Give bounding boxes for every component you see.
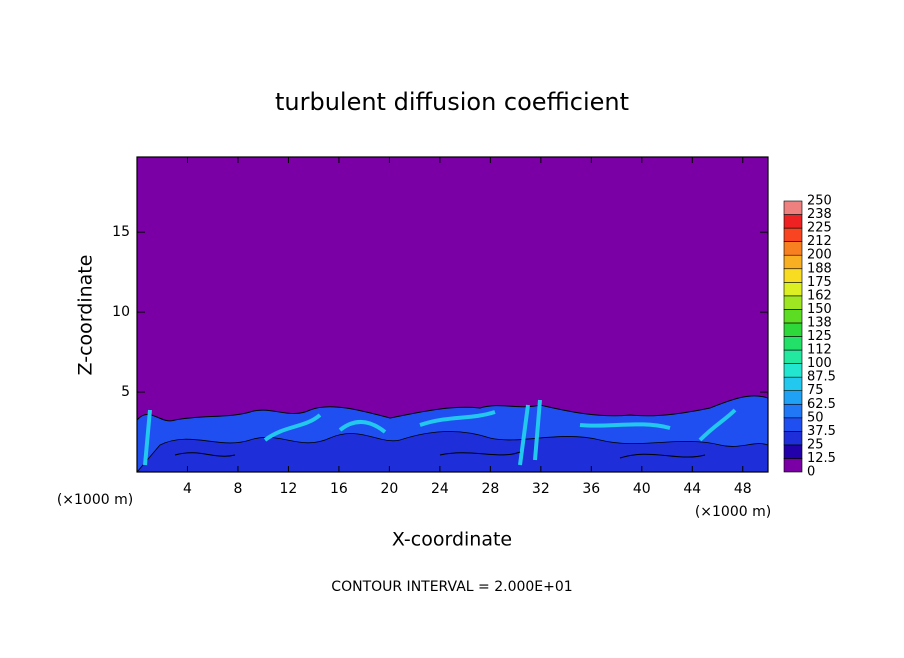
colorbar-label: 112 (807, 343, 832, 358)
colorbar-box (783, 417, 803, 432)
y-tick-label: 10 (112, 304, 130, 320)
x-axis-label: X-coordinate (392, 529, 512, 551)
x-tick-label: 8 (233, 481, 242, 497)
colorbar-box (783, 363, 803, 378)
colorbar-box (783, 336, 803, 351)
colorbar-label: 162 (807, 288, 832, 303)
x-tick-label: 36 (582, 481, 600, 497)
inner-layer (137, 431, 768, 472)
chart-title: turbulent diffusion coefficient (275, 88, 629, 116)
y-unit-label: (×1000 m) (695, 504, 771, 520)
x-tick-label: 12 (280, 481, 298, 497)
colorbar-label: 50 (807, 410, 824, 425)
colorbar-label: 37.5 (807, 424, 836, 439)
colorbar-label: 138 (807, 315, 832, 330)
colorbar-box (783, 254, 803, 270)
colorbar-box (783, 458, 803, 473)
colorbar-label: 150 (807, 302, 832, 317)
contour-line (174, 451, 706, 459)
y-axis-label: Z-coordinate (75, 255, 97, 376)
colorbar-label: 100 (807, 356, 832, 371)
turbulent-streak (143, 399, 737, 466)
colorbar-label: 175 (807, 275, 832, 290)
x-tick-label: 20 (380, 481, 398, 497)
y-tick-label: 5 (121, 384, 130, 400)
x-tick-label: 44 (683, 481, 701, 497)
colorbar-box (783, 268, 803, 283)
colorbar-label: 12.5 (807, 451, 836, 466)
colorbar: 012.52537.55062.57587.510011212513815016… (783, 194, 836, 480)
x-tick-label: 4 (183, 481, 192, 497)
colorbar-box (783, 295, 803, 310)
x-tick-label: 16 (330, 481, 348, 497)
colorbar-label: 188 (807, 261, 832, 276)
colorbar-label: 225 (807, 221, 832, 236)
colorbar-box (783, 444, 803, 459)
x-tick-label: 24 (431, 481, 449, 497)
x-tick-label: 28 (481, 481, 499, 497)
annotation: CONTOUR INTERVAL = 2.000E+01 (331, 579, 572, 595)
colorbar-box (783, 214, 803, 229)
colorbar-label: 0 (807, 465, 815, 480)
colorbar-label: 212 (807, 234, 832, 249)
colorbar-box (783, 322, 803, 337)
colorbar-label: 238 (807, 207, 832, 222)
x-tick-label: 40 (633, 481, 651, 497)
colorbar-box (783, 281, 803, 297)
plot-frame (136, 156, 769, 473)
colorbar-box (783, 241, 803, 256)
colorbar-label: 25 (807, 437, 824, 452)
colorbar-label: 200 (807, 248, 832, 263)
colorbar-label: 62.5 (807, 397, 836, 412)
colorbar-box (783, 431, 803, 446)
colorbar-box (783, 390, 803, 405)
colorbar-label: 125 (807, 329, 832, 344)
colorbar-box (783, 200, 803, 215)
x-tick-label: 48 (734, 481, 752, 497)
colorbar-box (783, 403, 803, 419)
y-tick-label: 15 (112, 224, 130, 240)
colorbar-box (783, 309, 803, 324)
x-tick-label: 32 (532, 481, 550, 497)
colorbar-label: 87.5 (807, 370, 836, 385)
colorbar-box (783, 349, 803, 364)
colorbar-label: 75 (807, 383, 824, 398)
x-unit-label: (×1000 m) (57, 492, 133, 508)
contour-field (137, 157, 768, 472)
colorbar-label: 250 (807, 194, 832, 209)
colorbar-box (783, 376, 803, 391)
colorbar-box (783, 227, 803, 242)
